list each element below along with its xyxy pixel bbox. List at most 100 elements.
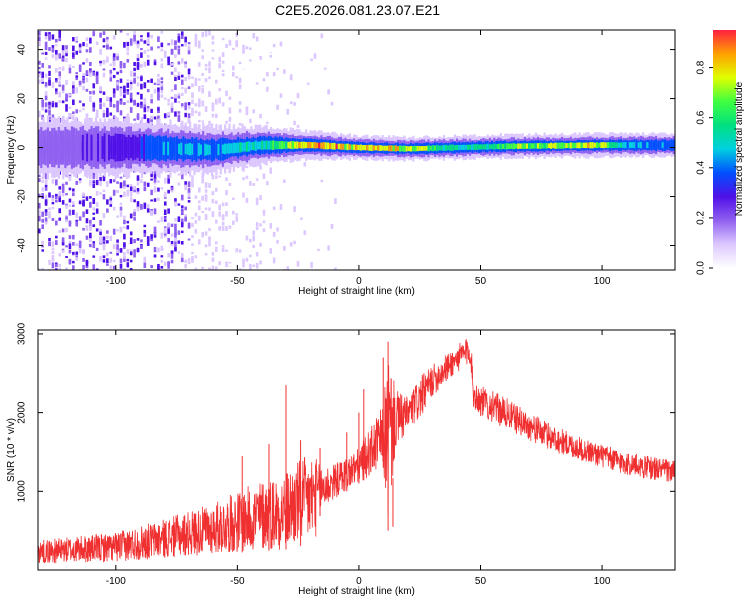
noise-cell: [191, 99, 194, 105]
noise-cell: [249, 118, 252, 124]
noise-cell: [68, 64, 72, 68]
noise-cell: [194, 81, 198, 87]
noise-cell: [296, 260, 300, 267]
noise-cell: [184, 181, 187, 187]
spectrogram-ytick-label: -20: [17, 189, 28, 204]
colorbar-gradient: [713, 30, 736, 268]
noise-cell: [211, 259, 215, 262]
noise-cell: [102, 240, 106, 247]
noise-cell: [153, 232, 157, 238]
band-cell: [444, 144, 448, 151]
noise-cell: [238, 84, 242, 90]
noise-cell: [119, 182, 123, 189]
noise-cell: [72, 251, 75, 255]
noise-cell: [136, 115, 140, 121]
band-cell: [259, 141, 262, 150]
noise-cell: [187, 238, 191, 241]
noise-cell: [133, 99, 136, 106]
noise-cell: [109, 73, 113, 79]
noise-cell: [55, 193, 58, 197]
noise-cell: [180, 257, 184, 262]
noise-cell: [228, 81, 232, 87]
band-cell: [302, 141, 306, 149]
noise-cell: [41, 195, 45, 199]
noise-cell: [85, 37, 89, 41]
noise-cell: [255, 226, 259, 230]
noise-cell: [106, 42, 109, 45]
band-cell: [217, 143, 220, 156]
band-cell: [193, 143, 196, 156]
band-cell: [602, 141, 605, 149]
noise-cell: [252, 183, 256, 187]
noise-cell: [293, 120, 296, 126]
noise-cell: [180, 230, 184, 234]
noise-cell: [72, 88, 75, 94]
noise-cell: [252, 208, 256, 215]
noise-cell: [51, 114, 55, 119]
noise-cell: [78, 100, 82, 104]
noise-cell: [180, 222, 184, 228]
noise-cell: [41, 63, 45, 68]
noise-cell: [252, 32, 256, 39]
noise-cell: [262, 173, 266, 180]
noise-cell: [38, 215, 41, 222]
noise-cell: [119, 93, 123, 97]
band-cell: [477, 144, 481, 150]
noise-cell: [306, 156, 310, 160]
noise-cell: [48, 65, 51, 69]
noise-cell: [44, 200, 48, 206]
noise-cell: [65, 227, 68, 233]
band-cell: [532, 143, 535, 149]
noise-cell: [65, 104, 68, 107]
band-cell: [304, 142, 308, 149]
noise-cell: [242, 53, 245, 59]
noise-cell: [123, 95, 126, 99]
band-cell: [296, 141, 299, 149]
band-cell: [600, 142, 603, 148]
noise-cell: [92, 199, 96, 205]
noise-cell: [140, 83, 143, 90]
noise-cell: [48, 207, 51, 211]
noise-cell: [78, 180, 82, 184]
noise-cell: [289, 242, 293, 247]
noise-cell: [116, 105, 119, 109]
noise-cell: [41, 179, 45, 183]
noise-cell: [109, 179, 113, 184]
noise-cell: [58, 35, 62, 42]
noise-cell: [82, 258, 85, 262]
noise-cell: [255, 262, 259, 269]
noise-cell: [133, 118, 136, 121]
noise-cell: [41, 240, 45, 246]
noise-cell: [38, 30, 41, 36]
band-cell: [136, 141, 139, 154]
noise-cell: [150, 199, 153, 202]
noise-cell: [58, 32, 62, 38]
noise-cell: [65, 245, 68, 248]
noise-cell: [133, 35, 136, 42]
noise-cell: [197, 102, 201, 108]
noise-cell: [61, 192, 65, 197]
noise-cell: [184, 105, 187, 111]
band-cell: [462, 144, 465, 151]
noise-cell: [245, 106, 249, 112]
noise-cell: [150, 210, 153, 216]
noise-cell: [184, 102, 187, 108]
noise-cell: [68, 187, 72, 191]
noise-cell: [85, 226, 89, 231]
noise-cell: [85, 88, 89, 92]
noise-cell: [58, 30, 62, 34]
noise-cell: [140, 48, 143, 51]
band-cell: [374, 145, 378, 151]
band-cell: [394, 145, 397, 152]
noise-cell: [89, 61, 92, 67]
colorbar: 0.0 0.2 0.4 0.6 0.8 Normalized spectral ampli…: [696, 30, 745, 275]
noise-cell: [123, 88, 126, 94]
noise-cell: [208, 183, 211, 188]
noise-cell: [38, 66, 41, 70]
noise-cell: [48, 105, 51, 110]
noise-cell: [177, 94, 181, 99]
noise-cell: [235, 76, 239, 79]
noise-cell: [92, 181, 96, 184]
band-cell: [515, 143, 518, 149]
noise-cell: [170, 187, 174, 191]
